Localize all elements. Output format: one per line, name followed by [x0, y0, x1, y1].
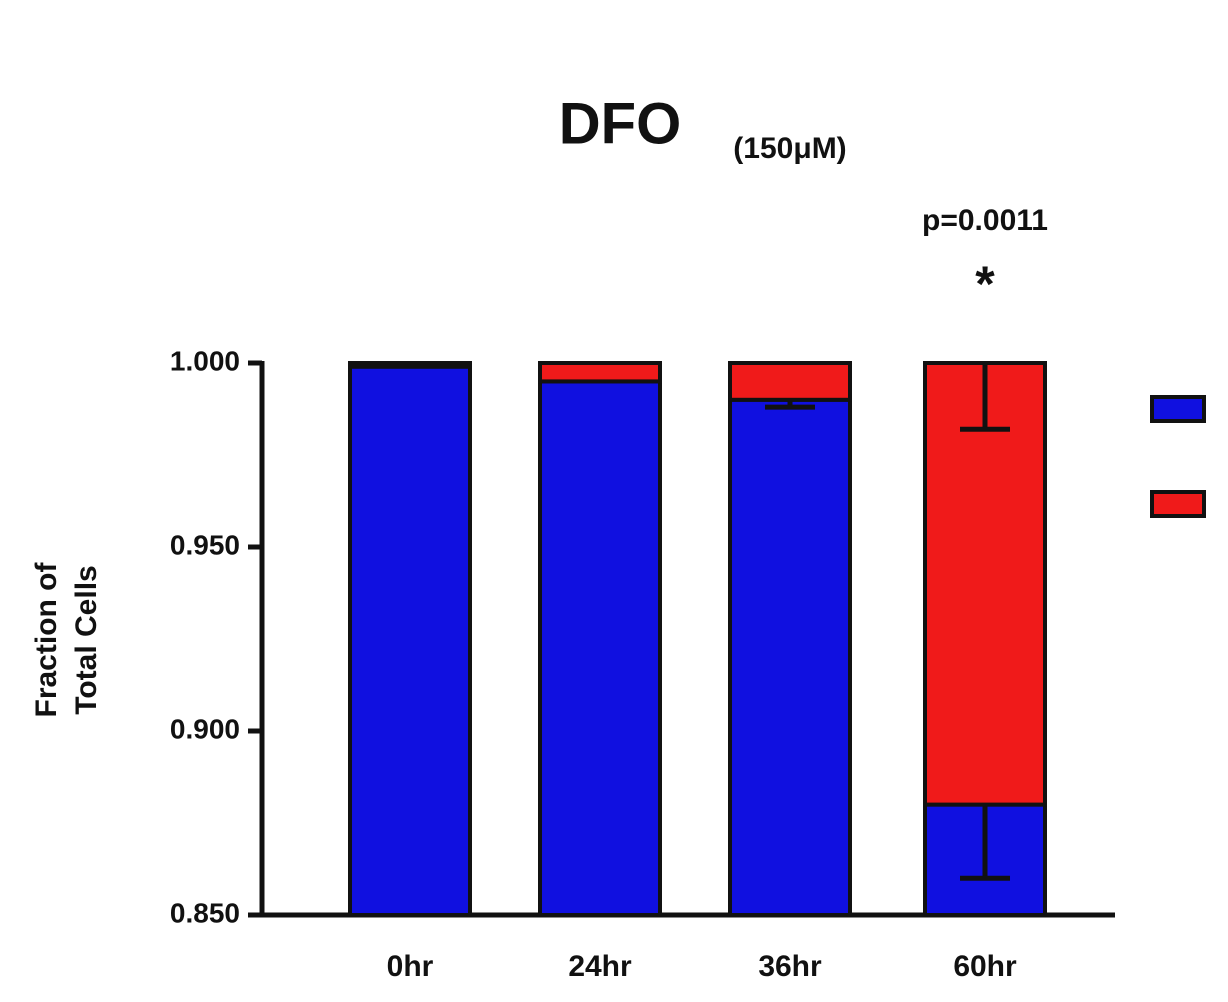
legend-swatch	[1150, 395, 1206, 423]
error-bar	[960, 363, 1010, 432]
annotation: p=0.0011	[922, 204, 1048, 237]
bar-segment	[728, 361, 852, 402]
x-tick-label: 24hr	[568, 950, 632, 983]
x-tick-label: 60hr	[953, 950, 1017, 983]
x-tick-label: 0hr	[387, 950, 434, 983]
y-tick-label: 0.950	[170, 529, 240, 560]
chart-title-subscript: (150μM)	[733, 132, 846, 165]
x-tick-label: 36hr	[758, 950, 822, 983]
legend-swatch	[1150, 490, 1206, 518]
annotation: *	[975, 256, 995, 312]
y-tick-label: 0.900	[170, 713, 240, 744]
y-axis-label: Total Cells	[70, 565, 103, 714]
bar-segment	[348, 364, 472, 917]
y-tick-label: 1.000	[170, 345, 240, 376]
y-axis-label: Fraction of	[30, 561, 63, 717]
bar-segment	[923, 361, 1047, 807]
bar-segment	[348, 361, 472, 369]
bar-segment	[538, 379, 662, 917]
y-tick-label: 0.850	[170, 897, 240, 928]
chart-title: DFO	[559, 91, 681, 156]
error-bar	[960, 804, 1010, 881]
bar-segment	[538, 361, 662, 384]
bar-segment	[728, 397, 852, 917]
